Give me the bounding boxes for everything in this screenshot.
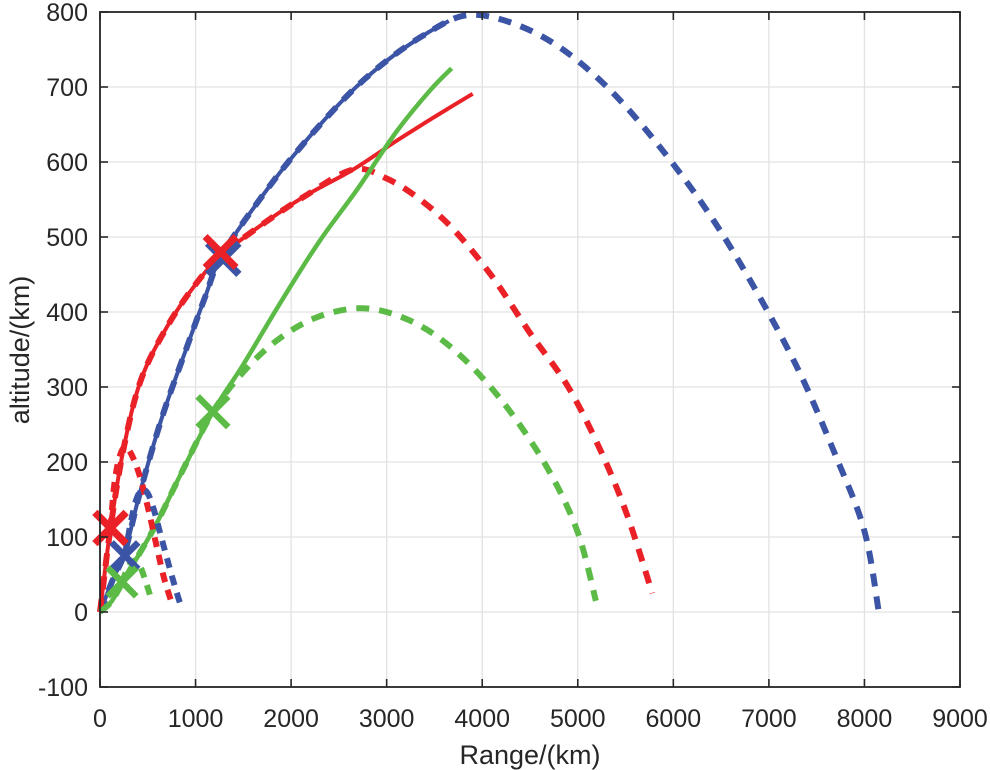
y-tick-label: 200	[46, 449, 88, 477]
marker-green-intercept-x-low	[105, 565, 139, 599]
y-axis-label: altitude/(km)	[5, 275, 35, 425]
y-tick-label: 800	[46, 0, 88, 27]
x-tick-label: 8000	[837, 705, 893, 733]
x-tick-label: 7000	[741, 705, 797, 733]
y-tick-label: 0	[74, 599, 88, 627]
y-tick-label: 500	[46, 224, 88, 252]
x-tick-label: 2000	[263, 705, 319, 733]
y-tick-label: -100	[38, 674, 88, 702]
series-red-ballistic-dashed	[97, 165, 656, 613]
y-tick-label: 100	[46, 524, 88, 552]
series-green-post-intercept-dashed	[119, 557, 155, 602]
x-tick-label: 3000	[359, 705, 415, 733]
x-tick-label: 5000	[550, 705, 606, 733]
series-blue-post-intercept-dashed	[121, 486, 185, 610]
series-red-boost-solid	[98, 92, 474, 613]
marker-blue-intercept-x-low	[109, 540, 141, 572]
marker-green-intercept-x-high	[195, 394, 231, 430]
series-red-post-intercept-dashed	[107, 443, 176, 608]
marker-red-intercept-x-high	[202, 234, 239, 270]
plot-border	[99, 11, 961, 688]
y-tick-label: 400	[46, 299, 88, 327]
x-tick-label: 9000	[932, 705, 988, 733]
y-tick-label: 700	[46, 74, 88, 102]
x-tick-label: 1000	[168, 705, 224, 733]
x-tick-label: 0	[93, 705, 107, 733]
series-blue-ballistic-dashed	[97, 11, 882, 614]
x-tick-label: 4000	[454, 705, 510, 733]
x-axis-label: Range/(km)	[459, 740, 601, 770]
x-tick-label: 6000	[646, 705, 702, 733]
series-green-ballistic-dashed	[98, 305, 599, 615]
y-tick-label: 300	[46, 374, 88, 402]
y-tick-label: 600	[46, 149, 88, 177]
